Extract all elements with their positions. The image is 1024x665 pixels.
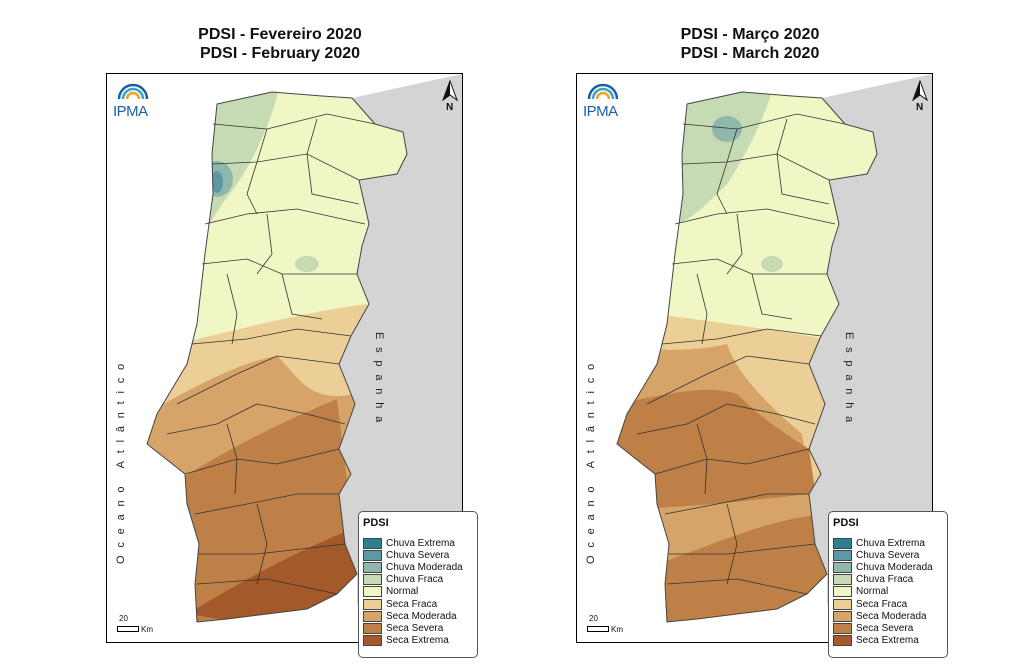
scale-unit: Km: [141, 625, 153, 634]
legend-item: Chuva Moderada: [363, 561, 477, 573]
ocean-label: Oceano Atlântico: [115, 356, 127, 564]
legend-item: Seca Extrema: [833, 635, 947, 647]
scale-bar: 20 Km: [585, 614, 625, 634]
legend-item: Seca Moderada: [363, 610, 477, 622]
legend-label: Seca Severa: [856, 622, 914, 634]
legend-item: Seca Fraca: [363, 598, 477, 610]
legend-label: Chuva Moderada: [856, 561, 933, 573]
scale-bar: 20 Km: [115, 614, 155, 634]
scale-value: 20: [119, 614, 128, 623]
scale-value: 20: [589, 614, 598, 623]
legend-swatch: [363, 610, 382, 622]
legend: PDSI Chuva Extrema Chuva Severa Chuva Mo…: [828, 511, 948, 658]
ipma-logo-arcs-icon: [587, 83, 619, 100]
legend-item: Normal: [833, 586, 947, 598]
legend-items: Chuva Extrema Chuva Severa Chuva Moderad…: [363, 537, 477, 647]
legend-swatch: [363, 549, 382, 561]
legend-swatch: [363, 537, 382, 549]
legend-label: Seca Extrema: [856, 635, 919, 647]
north-letter: N: [916, 102, 924, 113]
legend: PDSI Chuva Extrema Chuva Severa Chuva Mo…: [358, 511, 478, 658]
legend-label: Normal: [386, 586, 419, 598]
scale-unit: Km: [611, 625, 623, 634]
legend-item: Chuva Fraca: [833, 574, 947, 586]
legend-label: Seca Fraca: [386, 598, 438, 610]
legend-label: Chuva Severa: [386, 549, 450, 561]
legend-swatch: [363, 635, 382, 647]
ipma-logo-text: IPMA: [113, 103, 148, 120]
map-title-pt: PDSI - Fevereiro 2020: [198, 26, 362, 43]
legend-items: Chuva Extrema Chuva Severa Chuva Moderad…: [833, 537, 947, 647]
legend-item: Chuva Moderada: [833, 561, 947, 573]
legend-label: Chuva Severa: [856, 549, 920, 561]
legend-item: Normal: [363, 586, 477, 598]
legend-label: Normal: [856, 586, 889, 598]
legend-item: Seca Moderada: [833, 610, 947, 622]
map-panel-february: PDSI - Fevereiro 2020 PDSI - February 20…: [100, 0, 570, 665]
legend-item: Seca Extrema: [363, 635, 477, 647]
legend-swatch: [833, 622, 852, 634]
map-panel-march: PDSI - Março 2020 PDSI - March 2020: [570, 0, 1024, 665]
scale-bar-graphic: [117, 626, 139, 632]
north-arrow-icon: [911, 80, 929, 102]
legend-swatch: [363, 574, 382, 586]
legend-label: Seca Severa: [386, 622, 444, 634]
pdsi-map: [616, 74, 932, 642]
legend-label: Chuva Fraca: [386, 574, 444, 586]
scale-bar-graphic: [587, 626, 609, 632]
legend-label: Seca Extrema: [386, 635, 449, 647]
legend-label: Chuva Extrema: [386, 537, 455, 549]
north-letter: N: [446, 102, 454, 113]
spain-label: Espanha: [843, 332, 855, 431]
legend-swatch: [833, 598, 852, 610]
spain-label: Espanha: [373, 332, 385, 431]
legend-item: Seca Fraca: [833, 598, 947, 610]
legend-swatch: [833, 635, 852, 647]
legend-item: Chuva Extrema: [833, 537, 947, 549]
legend-swatch: [363, 561, 382, 573]
legend-item: Seca Severa: [833, 622, 947, 634]
ipma-logo-text: IPMA: [583, 103, 618, 120]
legend-label: Seca Moderada: [856, 610, 927, 622]
legend-label: Seca Fraca: [856, 598, 908, 610]
legend-swatch: [363, 622, 382, 634]
legend-swatch: [833, 574, 852, 586]
pdsi-map: [146, 74, 462, 642]
map-frame: IPMA N Oceano Atlântico Espanha 20 Km: [106, 73, 463, 643]
legend-title: PDSI: [833, 517, 859, 529]
ipma-logo-arcs-icon: [117, 83, 149, 100]
legend-swatch: [833, 549, 852, 561]
legend-label: Seca Moderada: [386, 610, 457, 622]
ocean-label: Oceano Atlântico: [585, 356, 597, 564]
legend-item: Chuva Severa: [363, 549, 477, 561]
north-arrow: N: [911, 80, 929, 116]
map-title-pt: PDSI - Março 2020: [680, 26, 820, 43]
map-title-en: PDSI - February 2020: [199, 45, 361, 62]
ipma-logo: IPMA: [113, 79, 159, 121]
legend-label: Chuva Extrema: [856, 537, 925, 549]
legend-item: Chuva Fraca: [363, 574, 477, 586]
north-arrow: N: [441, 80, 459, 116]
legend-item: Seca Severa: [363, 622, 477, 634]
legend-item: Chuva Extrema: [363, 537, 477, 549]
map-title-en: PDSI - March 2020: [680, 45, 820, 62]
legend-item: Chuva Severa: [833, 549, 947, 561]
legend-swatch: [833, 561, 852, 573]
legend-swatch: [363, 586, 382, 598]
north-arrow-icon: [441, 80, 459, 102]
legend-label: Chuva Moderada: [386, 561, 463, 573]
legend-label: Chuva Fraca: [856, 574, 914, 586]
ipma-logo: IPMA: [583, 79, 629, 121]
legend-swatch: [833, 586, 852, 598]
legend-swatch: [833, 610, 852, 622]
legend-swatch: [363, 598, 382, 610]
legend-title: PDSI: [363, 517, 389, 529]
legend-swatch: [833, 537, 852, 549]
